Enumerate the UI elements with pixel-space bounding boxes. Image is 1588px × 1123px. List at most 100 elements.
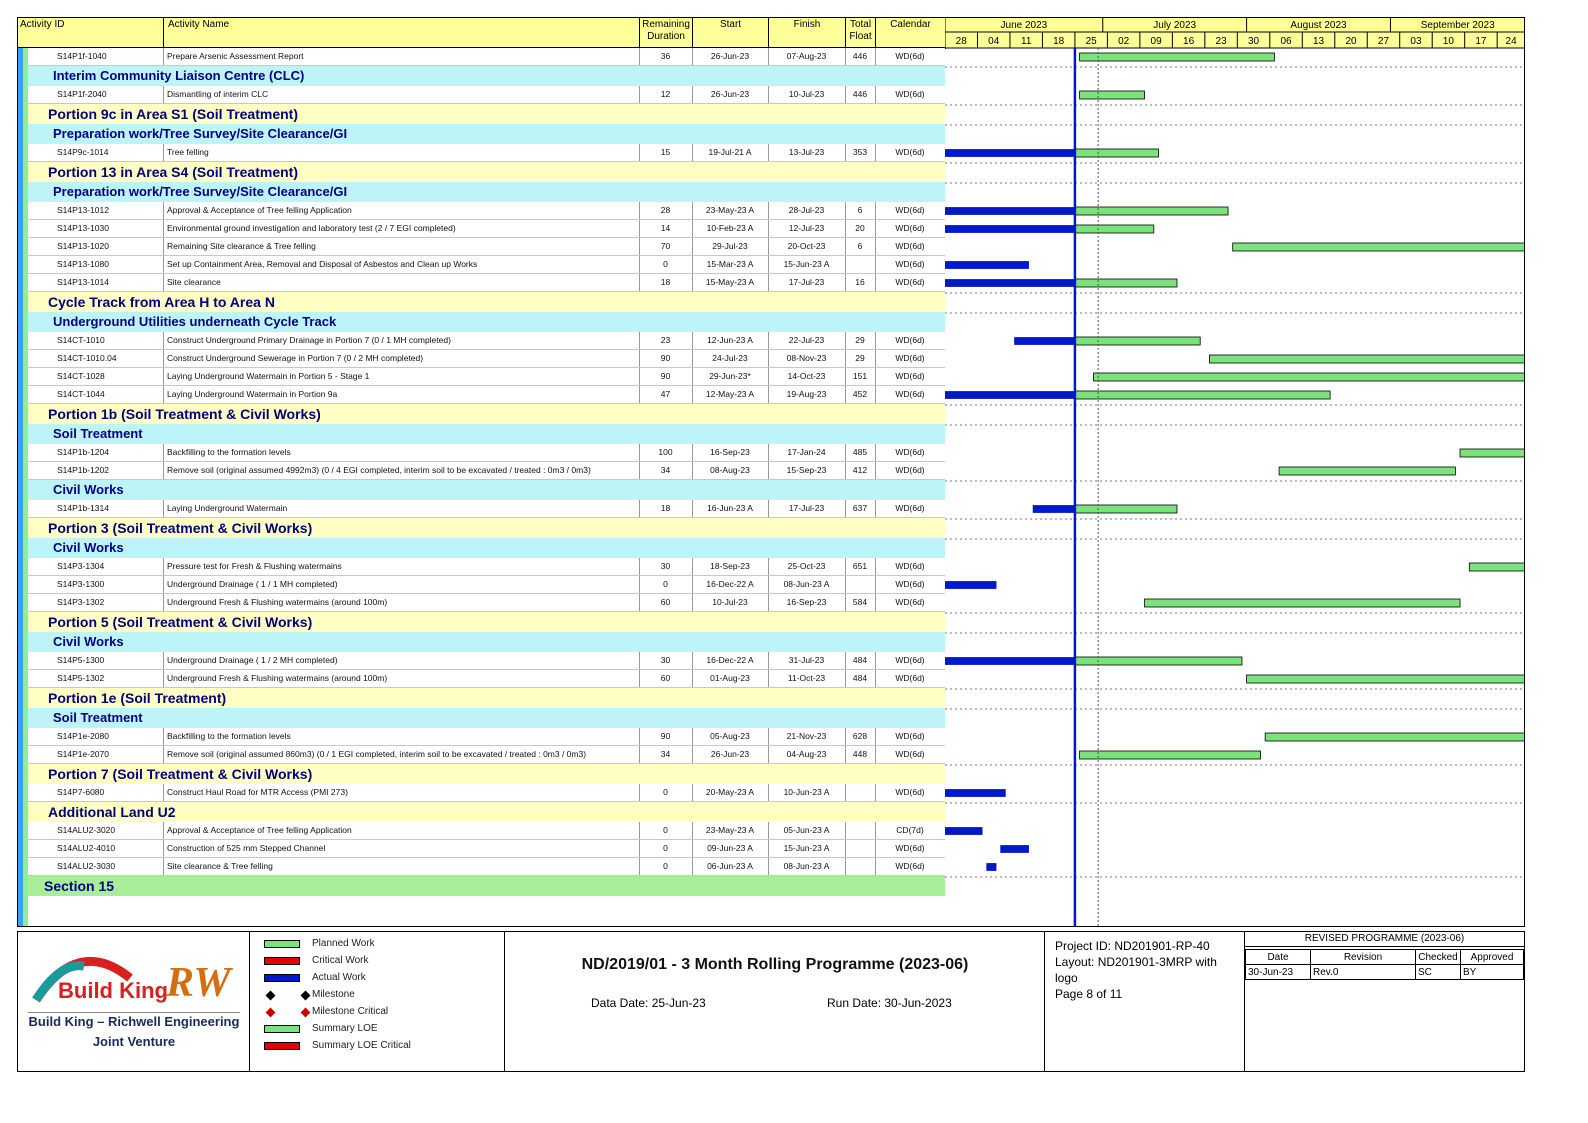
rev-col-date: Date — [1245, 949, 1311, 965]
table-row[interactable]: S14P7-6080 Construct Haul Road for MTR Ac… — [17, 784, 945, 802]
col-total-float[interactable]: Total Float — [846, 18, 876, 49]
wbs-band[interactable]: Underground Utilities underneath Cycle T… — [17, 312, 945, 332]
table-row[interactable]: S14P5-1302 Underground Fresh & Flushing w… — [17, 670, 945, 688]
col-remaining-duration[interactable]: Remaining Duration — [640, 18, 693, 49]
column-divider — [163, 86, 164, 103]
start-date: 16-Dec-22 A — [706, 579, 754, 589]
table-row[interactable]: S14P1e-2070 Remove soil (original assumed… — [17, 746, 945, 764]
column-divider — [692, 444, 693, 461]
table-row[interactable]: S14CT-1028 Laying Underground Watermain i… — [17, 368, 945, 386]
wbs-band[interactable]: Portion 13 in Area S4 (Soil Treatment) — [17, 162, 945, 182]
column-divider — [639, 48, 640, 65]
table-row[interactable]: S14P9c-1014 Tree felling 15 19-Jul-21 A 13-J… — [17, 144, 945, 162]
table-row[interactable]: S14P1e-2080 Backfilling to the formation … — [17, 728, 945, 746]
wbs-band[interactable]: Interim Community Liaison Centre (CLC) — [17, 66, 945, 86]
table-row[interactable]: S14P1b-1202 Remove soil (original assumed… — [17, 462, 945, 480]
column-divider — [692, 858, 693, 875]
table-row[interactable]: S14P1b-1204 Backfilling to the formation … — [17, 444, 945, 462]
total-float: 637 — [852, 503, 868, 513]
table-row[interactable]: S14P13-1014 Site clearance 18 15-May-23 A 17… — [17, 274, 945, 292]
column-divider — [163, 840, 164, 857]
table-row[interactable]: S14P1f-1040 Prepare Arsenic Assessment Re… — [17, 48, 945, 66]
wbs-band[interactable]: Portion 7 (Soil Treatment & Civil Works) — [17, 764, 945, 784]
table-row[interactable]: S14P13-1080 Set up Containment Area, Remo… — [17, 256, 945, 274]
remaining-duration: 0 — [663, 787, 668, 797]
total-float: 29 — [855, 353, 865, 363]
legend-label: Critical Work — [312, 955, 369, 966]
table-row[interactable]: S14ALU2-4010 Construction of 525 mm Stepp… — [17, 840, 945, 858]
wbs-band[interactable]: Soil Treatment — [17, 708, 945, 728]
start-date: 20-May-23 A — [705, 787, 755, 797]
page-number: Page 8 of 11 — [1055, 987, 1123, 1001]
wbs-band[interactable]: Additional Land U2 — [17, 802, 945, 822]
table-row[interactable]: S14P13-1020 Remaining Site clearance & Tr… — [17, 238, 945, 256]
wbs-band[interactable]: Portion 1e (Soil Treatment) — [17, 688, 945, 708]
rev-col-approved: Approved — [1460, 949, 1524, 965]
wbs-band[interactable]: Preparation work/Tree Survey/Site Cleara… — [17, 182, 945, 202]
column-divider — [692, 368, 693, 385]
column-divider — [845, 332, 846, 349]
column-divider — [845, 368, 846, 385]
column-divider — [639, 576, 640, 593]
table-row[interactable]: S14P3-1300 Underground Drainage ( 1 / 1 M… — [17, 576, 945, 594]
col-start[interactable]: Start — [693, 18, 769, 49]
calendar: WD(6d) — [895, 335, 925, 345]
wbs-band[interactable]: Portion 9c in Area S1 (Soil Treatment) — [17, 104, 945, 124]
col-activity-id[interactable]: Activity ID — [18, 18, 164, 49]
table-row[interactable]: S14P5-1300 Underground Drainage ( 1 / 2 M… — [17, 652, 945, 670]
table-row[interactable]: S14P1b-1314 Laying Underground Watermain 1… — [17, 500, 945, 518]
wbs-band[interactable]: Civil Works — [17, 632, 945, 652]
column-divider — [768, 840, 769, 857]
column-divider — [845, 274, 846, 291]
activity-id: S14P1b-1202 — [57, 465, 109, 475]
table-row[interactable]: S14P3-1304 Pressure test for Fresh & Flus… — [17, 558, 945, 576]
wbs-band[interactable]: Cycle Track from Area H to Area N — [17, 292, 945, 312]
total-float: 485 — [852, 447, 868, 457]
calendar: WD(6d) — [895, 655, 925, 665]
finish-date: 28-Jul-23 — [788, 205, 825, 215]
column-divider — [845, 256, 846, 273]
planned-bar — [1079, 90, 1145, 100]
rev-revision: Rev.0 — [1310, 964, 1416, 980]
col-activity-name[interactable]: Activity Name — [164, 18, 640, 49]
table-row[interactable]: S14CT-1010.04 Construct Underground Sewer… — [17, 350, 945, 368]
total-float: 412 — [852, 465, 868, 475]
table-row[interactable]: S14P13-1012 Approval & Acceptance of Tree… — [17, 202, 945, 220]
wbs-band[interactable]: Portion 5 (Soil Treatment & Civil Works) — [17, 612, 945, 632]
remaining-duration: 90 — [660, 731, 671, 741]
section-band[interactable]: Section 15 — [17, 876, 945, 896]
actual-bar — [945, 581, 997, 589]
programme-title: ND/2019/01 - 3 Month Rolling Programme (… — [581, 956, 969, 973]
column-divider — [768, 462, 769, 479]
table-row[interactable]: S14P3-1302 Underground Fresh & Flushing w… — [17, 594, 945, 612]
wbs-band[interactable]: Preparation work/Tree Survey/Site Cleara… — [17, 124, 945, 144]
column-divider — [692, 822, 693, 839]
table-row[interactable]: S14ALU2-3030 Site clearance & Tree fellin… — [17, 858, 945, 876]
col-finish[interactable]: Finish — [769, 18, 846, 49]
total-float: 446 — [852, 51, 868, 61]
table-row[interactable]: S14ALU2-3020 Approval & Acceptance of Tre… — [17, 822, 945, 840]
activity-id: S14P5-1302 — [57, 673, 105, 683]
milestone-marker — [265, 1007, 276, 1018]
wbs-band[interactable]: Civil Works — [17, 538, 945, 558]
calendar: WD(6d) — [895, 861, 925, 871]
total-float: 20 — [855, 223, 865, 233]
column-divider — [845, 86, 846, 103]
table-row[interactable]: S14P13-1030 Environmental ground investig… — [17, 220, 945, 238]
wbs-band[interactable]: Portion 3 (Soil Treatment & Civil Works) — [17, 518, 945, 538]
table-row[interactable]: S14CT-1044 Laying Underground Watermain i… — [17, 386, 945, 404]
column-divider — [639, 840, 640, 857]
remaining-duration: 0 — [663, 843, 668, 853]
table-row[interactable]: S14P1f-2040 Dismantling of interim CLC 12 2… — [17, 86, 945, 104]
column-divider — [639, 858, 640, 875]
activity-name: Construct Underground Primary Drainage i… — [167, 335, 451, 345]
column-divider — [875, 48, 876, 65]
remaining-duration: 18 — [660, 277, 671, 287]
wbs-band[interactable]: Civil Works — [17, 480, 945, 500]
table-row[interactable]: S14CT-1010 Construct Underground Primary … — [17, 332, 945, 350]
wbs-band[interactable]: Soil Treatment — [17, 424, 945, 444]
column-divider — [163, 332, 164, 349]
start-date: 15-May-23 A — [705, 277, 755, 287]
column-divider — [875, 368, 876, 385]
wbs-band[interactable]: Portion 1b (Soil Treatment & Civil Works… — [17, 404, 945, 424]
